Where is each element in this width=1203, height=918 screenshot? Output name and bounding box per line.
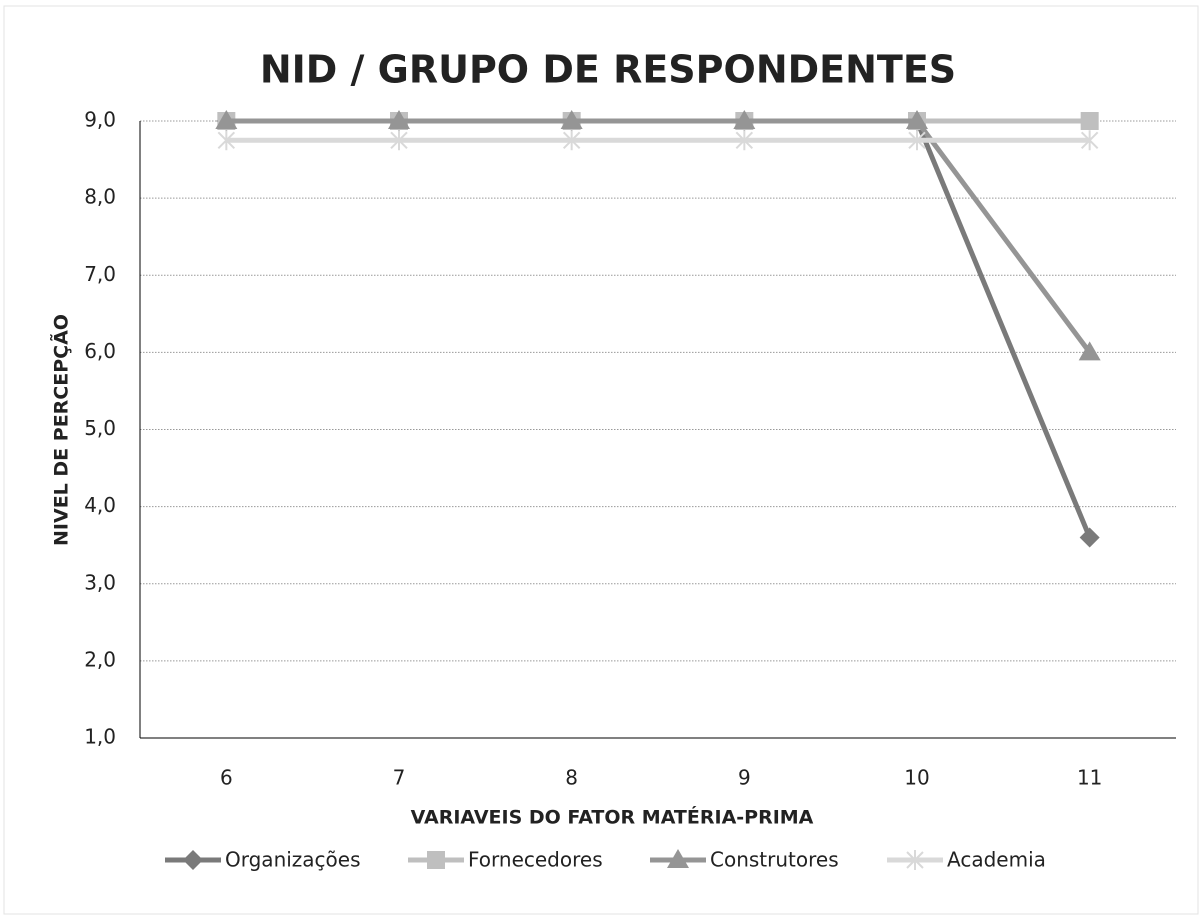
data-point [217,130,236,151]
y-tick-label: 5,0 [84,416,116,440]
y-axis-label: NIVEL DE PERCEPÇÃO [49,314,73,546]
legend-label: Fornecedores [468,848,603,872]
x-axis-label: VARIAVEIS DO FATOR MATÉRIA-PRIMA [411,806,814,829]
data-point [1079,527,1100,548]
y-tick-label: 4,0 [84,493,116,517]
chart-title: NID / GRUPO DE RESPONDENTES [260,48,956,92]
y-tick-label: 7,0 [84,262,116,286]
legend-marker [667,849,689,868]
y-tick-label: 2,0 [84,647,116,671]
legend-marker [906,850,924,870]
legend-label: Organizações [225,848,361,872]
x-tick-label: 6 [220,766,233,790]
data-point [906,110,928,129]
x-tick-label: 9 [738,766,751,790]
x-tick-label: 8 [565,766,578,790]
y-tick-label: 6,0 [84,339,116,363]
data-point [562,130,581,151]
data-point [1080,112,1099,130]
chart-frame [3,5,1199,915]
data-point [908,130,926,151]
series-line [226,118,1092,354]
x-tick-label: 10 [904,766,929,790]
data-point [390,130,408,151]
legend-marker [183,850,203,870]
data-point [1078,341,1101,361]
y-tick-label: 8,0 [84,185,116,209]
data-point [215,110,238,129]
y-tick-label: 9,0 [84,108,116,132]
x-tick-label: 7 [393,766,406,790]
y-tick-label: 1,0 [84,725,116,749]
legend-marker [427,851,445,869]
legend-label: Construtores [710,848,839,872]
y-tick-label: 3,0 [84,570,116,594]
x-tick-label: 11 [1077,766,1102,790]
data-point [560,110,583,129]
data-point [735,130,754,151]
legend-label: Academia [947,848,1046,872]
data-point [733,110,756,129]
data-point [1080,130,1099,151]
data-point [388,110,410,129]
